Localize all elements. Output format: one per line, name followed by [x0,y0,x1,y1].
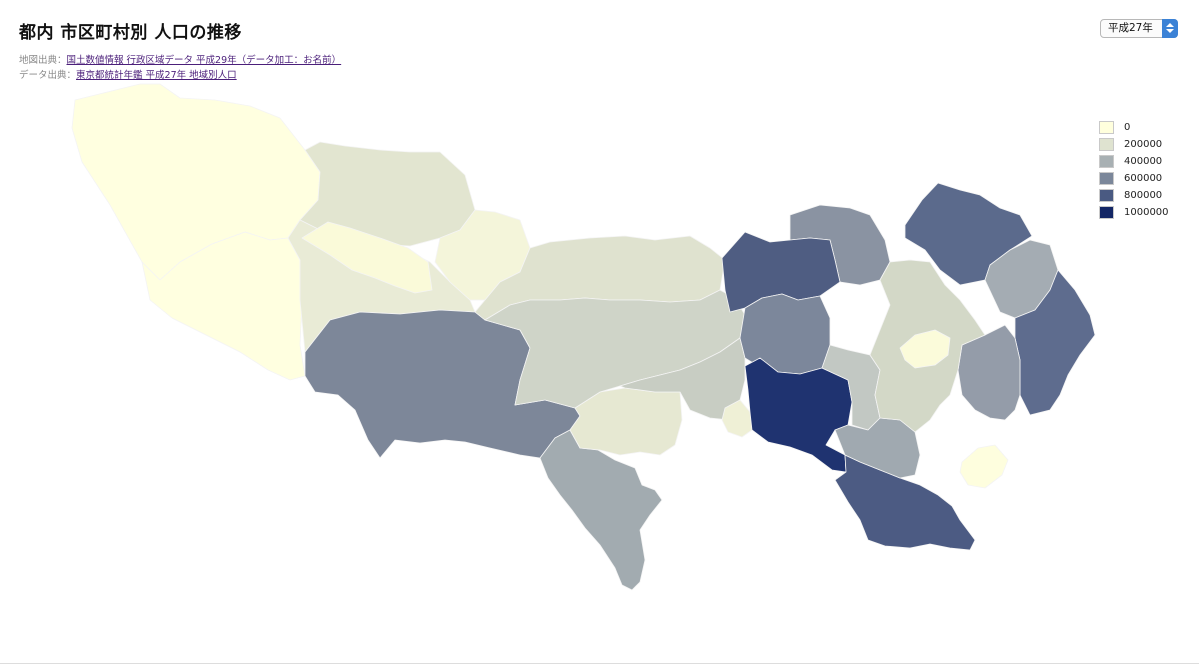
legend-swatch [1099,189,1114,202]
legend-item: 800000 [1099,187,1169,204]
region-hinode[interactable] [301,221,433,294]
legend: 0 200000 400000 600000 800000 1000000 [1099,119,1169,221]
select-arrows-icon [1162,19,1178,38]
region-machida[interactable] [539,429,663,591]
map-source-link[interactable]: 国土数値情報 行政区域データ 平成29年（データ加工：お名前） [66,55,342,66]
map-source: 地図出典：国土数値情報 行政区域データ 平成29年（データ加工：お名前） [19,52,341,66]
legend-label: 0 [1124,122,1131,133]
data-source: データ出典：東京都統計年鑑 平成27年 地域別人口 [19,67,237,81]
legend-swatch [1099,206,1114,219]
legend-item: 400000 [1099,153,1169,170]
year-select-value: 平成27年 [1108,22,1153,34]
data-source-label: データ出典： [19,70,77,81]
legend-swatch [1099,155,1114,168]
map-source-label: 地図出典： [19,55,67,66]
region-komae-area[interactable] [721,399,753,438]
legend-label: 1000000 [1124,207,1169,218]
legend-item: 600000 [1099,170,1169,187]
legend-swatch [1099,138,1114,151]
region-tokyo-bay-island[interactable] [959,444,1009,489]
legend-item: 200000 [1099,136,1169,153]
legend-item: 0 [1099,119,1169,136]
data-source-link[interactable]: 東京都統計年鑑 平成27年 地域別人口 [76,70,237,81]
legend-label: 200000 [1124,139,1163,150]
legend-label: 400000 [1124,156,1163,167]
page-title: 都内 市区町村別 人口の推移 [19,23,242,43]
legend-swatch [1099,121,1114,134]
legend-item: 1000000 [1099,204,1169,221]
region-koto[interactable] [957,324,1021,421]
legend-label: 800000 [1124,190,1163,201]
bottom-divider [0,663,1199,664]
legend-swatch [1099,172,1114,185]
legend-label: 600000 [1124,173,1163,184]
region-nerima[interactable] [721,231,841,313]
year-select[interactable]: 平成27年 [1100,19,1178,38]
region-chiyoda[interactable] [899,329,951,369]
region-setagaya[interactable] [744,357,853,473]
region-hinohara[interactable] [141,231,306,381]
region-chofu-fuchu[interactable] [619,337,746,421]
region-adachi[interactable] [904,182,1033,286]
